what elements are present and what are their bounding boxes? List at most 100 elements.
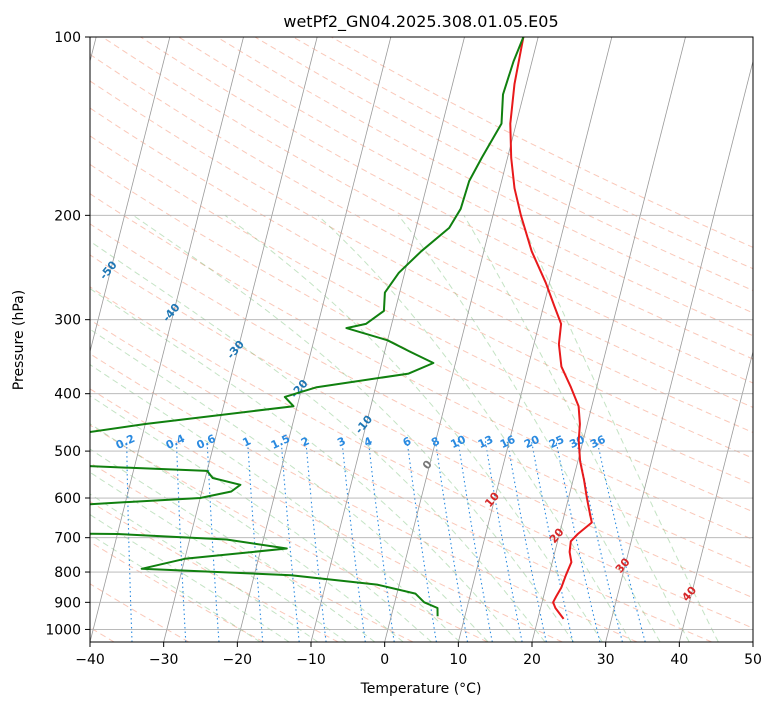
isotherm-label: 40 [679, 584, 699, 604]
guide-lines [90, 37, 753, 642]
y-tick-label: 900 [54, 595, 81, 611]
dry-adiabat-line [90, 424, 488, 642]
moist-adiabat-line [90, 328, 489, 642]
isotherm-line [90, 37, 171, 354]
isotherm-line [384, 37, 539, 642]
mixing-ratio-label: 8 [429, 434, 441, 449]
moist-adiabat-line [132, 214, 575, 642]
moist-adiabat-line [90, 514, 290, 642]
moist-adiabat-line [90, 471, 347, 642]
moist-adiabat-line [90, 240, 546, 642]
y-tick-label: 200 [54, 208, 81, 224]
isotherm-label: -60 [33, 220, 56, 244]
x-tick-label: −40 [75, 652, 105, 668]
x-tick-label: 40 [670, 652, 688, 668]
x-tick-label: 50 [744, 652, 762, 668]
y-axis-label: Pressure (hPa) [11, 290, 27, 390]
dry-adiabat-line [90, 80, 753, 434]
isotherm-label: -30 [224, 338, 247, 362]
mixing-ratio-line [555, 440, 601, 642]
isotherm-label: -10 [353, 413, 376, 437]
x-tick-label: 10 [449, 652, 467, 668]
dry-adiabat-line [90, 462, 414, 642]
y-tick-label: 1000 [45, 622, 81, 638]
mixing-ratio-line [575, 440, 623, 642]
mixing-ratio-label: 20 [522, 433, 542, 451]
x-axis-ticks: −40 −30 −20 −10 0 10 20 30 40 50 [75, 642, 762, 668]
y-tick-label: 500 [54, 444, 81, 460]
y-tick-label: 400 [54, 387, 81, 403]
isotherm-label: 20 [547, 525, 567, 545]
moist-adiabat-line [90, 448, 376, 642]
mixing-ratio-line [367, 440, 395, 642]
isotherm-line [678, 350, 753, 642]
mixing-ratio-label: 1 [241, 434, 253, 449]
moist-adiabat-line [517, 215, 719, 642]
mixing-ratio-label: 0.6 [195, 432, 218, 452]
mixing-ratio-label: 4 [362, 434, 375, 449]
mixing-ratio-line [457, 440, 493, 642]
dewpoint-profile-line [90, 37, 525, 617]
isotherm-line [236, 37, 392, 642]
moist-adiabat-line [90, 493, 319, 642]
mixing-ratio-label: 2 [299, 434, 311, 449]
dry-adiabat-line [90, 319, 712, 642]
isotherm-label: 0 [420, 458, 435, 472]
isotherm-label: -20 [288, 377, 311, 401]
temperature-profile-line [509, 37, 593, 620]
y-tick-label: 700 [54, 531, 81, 547]
y-tick-label: 300 [54, 313, 81, 329]
isotherm-label: -40 [160, 301, 183, 325]
dry-adiabat-line [90, 254, 753, 599]
x-tick-label: 30 [597, 652, 615, 668]
y-tick-label: 800 [54, 565, 81, 581]
chart-title: wetPf2_GN04.2025.308.01.05.E05 [283, 12, 558, 32]
mixing-ratio-label: 36 [588, 433, 608, 451]
isotherm-line [531, 37, 686, 642]
dry-adiabat-line [90, 583, 190, 642]
moist-adiabat-line [463, 215, 690, 642]
dry-adiabat-line [331, 37, 753, 248]
mixing-ratio-label: 10 [449, 433, 469, 451]
x-tick-label: 0 [380, 652, 389, 668]
isotherm-line [752, 640, 753, 642]
dry-adiabat-line [216, 37, 753, 314]
x-tick-label: −30 [149, 652, 179, 668]
dry-adiabat-line [90, 135, 753, 486]
mixing-ratio-line [506, 440, 547, 642]
moist-adiabat-line [397, 214, 661, 642]
mixing-ratio-label: 0.4 [164, 432, 187, 452]
x-tick-label: −20 [223, 652, 253, 668]
dry-adiabat-line [90, 193, 753, 541]
mixing-ratio-line [530, 440, 574, 642]
mixing-ratio-label: 6 [401, 434, 414, 449]
mixing-ratio-label: 13 [476, 433, 495, 451]
isotherm-line [457, 37, 613, 642]
isotherm-line [90, 37, 244, 642]
dry-adiabat-line [90, 223, 753, 569]
mixing-ratio-label: 1.5 [269, 432, 292, 452]
isotherm-label: 10 [482, 489, 502, 509]
isotherm-label: 30 [613, 555, 633, 575]
isotherm-line [163, 37, 318, 642]
moist-adiabat-line [90, 364, 461, 642]
moist-adiabat-line [224, 214, 603, 642]
x-tick-label: −10 [296, 652, 326, 668]
moist-adiabat-line [90, 287, 517, 642]
dry-adiabat-line [90, 500, 339, 642]
y-tick-label: 600 [54, 491, 81, 507]
y-tick-label: 100 [54, 30, 81, 46]
dry-adiabat-line [90, 541, 264, 642]
mixing-ratio-label: 16 [498, 433, 518, 451]
mixing-ratio-line [305, 440, 327, 642]
mixing-ratio-label: 30 [567, 433, 587, 451]
dry-adiabat-line [90, 53, 753, 408]
moist-adiabat-line [317, 214, 632, 642]
mixing-ratio-label: 25 [547, 433, 566, 451]
y-axis-ticks: 100 200 300 400 500 600 700 800 900 1000 [45, 30, 90, 638]
profile-series [90, 37, 593, 620]
x-tick-label: 20 [523, 652, 541, 668]
mixing-ratio-line [126, 440, 133, 642]
mixing-ratio-line [596, 440, 646, 642]
